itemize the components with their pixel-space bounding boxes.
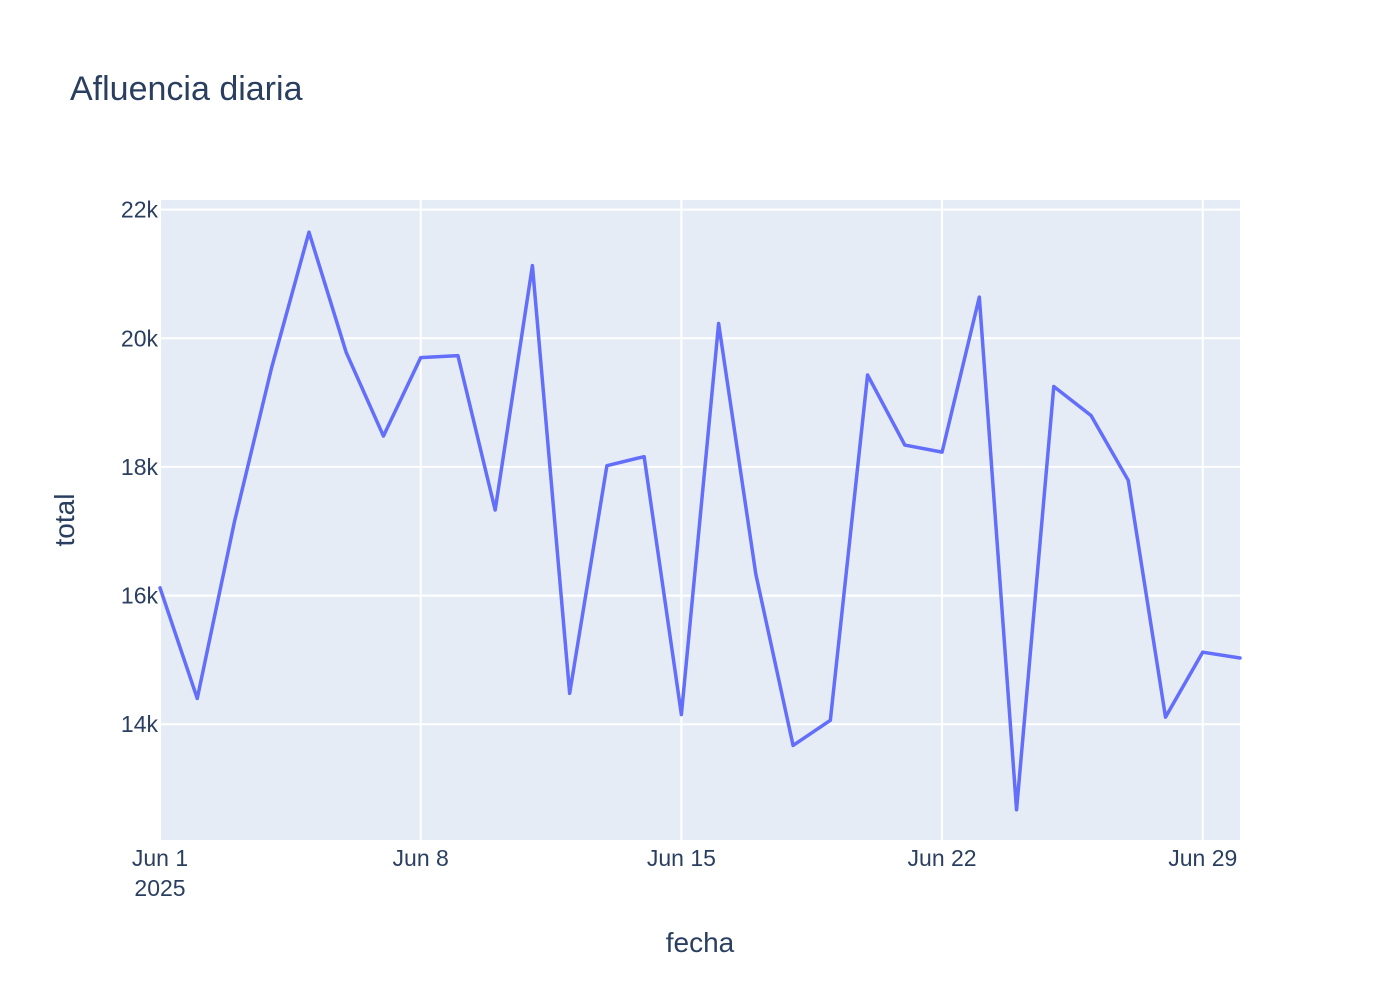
x-tick-label: Jun 1 xyxy=(132,845,188,871)
data-point xyxy=(791,743,795,747)
data-point xyxy=(195,696,199,700)
data-point xyxy=(1052,385,1056,389)
data-point xyxy=(1201,650,1205,654)
chart-title: Afluencia diaria xyxy=(70,70,303,108)
data-point xyxy=(754,572,758,576)
y-tick-label: 16k xyxy=(121,583,159,609)
data-point xyxy=(1164,715,1168,719)
data-point xyxy=(717,321,721,325)
y-axis-ticks: 14k 16k 18k 20k 22k xyxy=(121,197,159,738)
data-point xyxy=(381,434,385,438)
data-point xyxy=(1238,656,1242,660)
series-layer xyxy=(158,230,1242,812)
data-point xyxy=(1015,808,1019,812)
data-point xyxy=(1089,413,1093,417)
data-point xyxy=(419,356,423,360)
data-point xyxy=(232,520,236,524)
x-gridlines xyxy=(159,200,1204,840)
data-point xyxy=(530,264,534,268)
y-tick-label: 20k xyxy=(121,325,159,351)
data-point xyxy=(605,464,609,468)
y-tick-label: 14k xyxy=(121,711,159,737)
x-axis-ticks: Jun 1 2025 Jun 8 Jun 15 Jun 22 Jun 29 xyxy=(132,845,1237,901)
y-axis-label: total xyxy=(49,494,80,547)
data-point xyxy=(642,455,646,459)
data-point xyxy=(940,450,944,454)
data-point xyxy=(344,350,348,354)
series-line xyxy=(158,230,1242,812)
data-point xyxy=(307,230,311,234)
data-point xyxy=(903,443,907,447)
x-tick-label: Jun 15 xyxy=(647,845,716,871)
x-tick-label: Jun 8 xyxy=(393,845,449,871)
data-point xyxy=(568,691,572,695)
x-tick-year-label: 2025 xyxy=(134,875,185,901)
data-point xyxy=(158,586,162,590)
data-point xyxy=(977,295,981,299)
x-axis-label: fecha xyxy=(666,927,735,958)
data-point xyxy=(270,365,274,369)
data-point xyxy=(456,354,460,358)
x-tick-label: Jun 22 xyxy=(908,845,977,871)
y-tick-label: 18k xyxy=(121,454,159,480)
data-point xyxy=(828,718,832,722)
data-point xyxy=(679,713,683,717)
x-tick-label: Jun 29 xyxy=(1168,845,1237,871)
data-point xyxy=(493,508,497,512)
data-point xyxy=(1126,478,1130,482)
data-point xyxy=(866,373,870,377)
y-tick-label: 22k xyxy=(121,197,159,223)
